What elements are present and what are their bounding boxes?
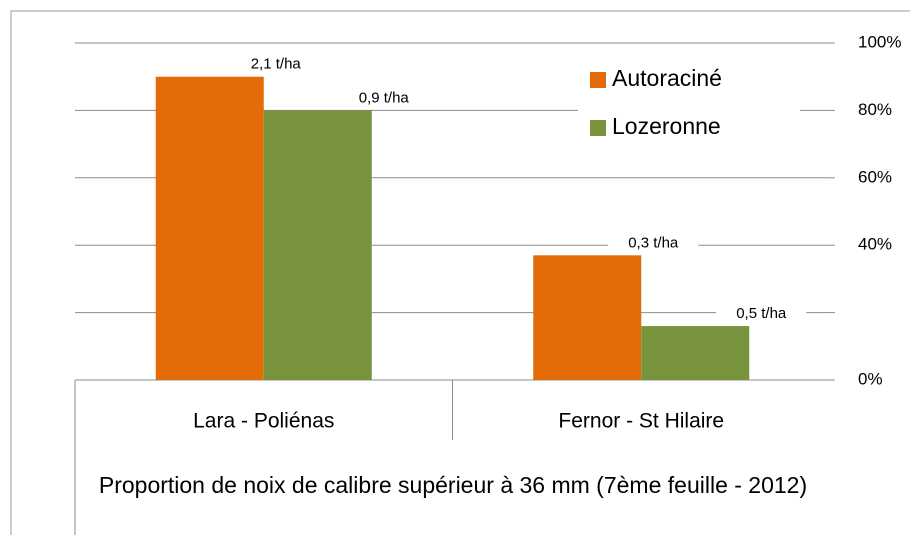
data-label-bg (338, 87, 429, 110)
data-label-bg (716, 303, 807, 326)
data-label-bg (230, 53, 321, 76)
y-tick-label: 0% (858, 369, 883, 388)
legend-swatch (590, 72, 606, 88)
data-label-bg (608, 232, 699, 255)
data-label: 2,1 t/ha (251, 56, 302, 73)
bar (263, 110, 372, 381)
legend-swatch (590, 120, 606, 136)
x-tick-label: Fernor - St Hilaire (558, 410, 724, 433)
legend-label: Autoraciné (612, 65, 722, 91)
x-tick-label: Lara - Poliénas (193, 410, 334, 433)
data-label: 0,3 t/ha (628, 234, 679, 251)
x-axis-title: Proportion de noix de calibre supérieur … (98, 472, 808, 498)
bar (155, 76, 264, 380)
y-tick-label: 100% (858, 32, 901, 51)
legend-label: Lozeronne (612, 113, 721, 139)
bar (533, 255, 642, 380)
y-tick-label: 60% (858, 167, 892, 186)
y-tick-label: 40% (858, 235, 892, 254)
bar (641, 326, 750, 380)
data-label: 0,9 t/ha (359, 89, 410, 106)
y-tick-label: 80% (858, 100, 892, 119)
legend-bg (578, 60, 800, 152)
data-label: 0,5 t/ha (736, 305, 787, 322)
